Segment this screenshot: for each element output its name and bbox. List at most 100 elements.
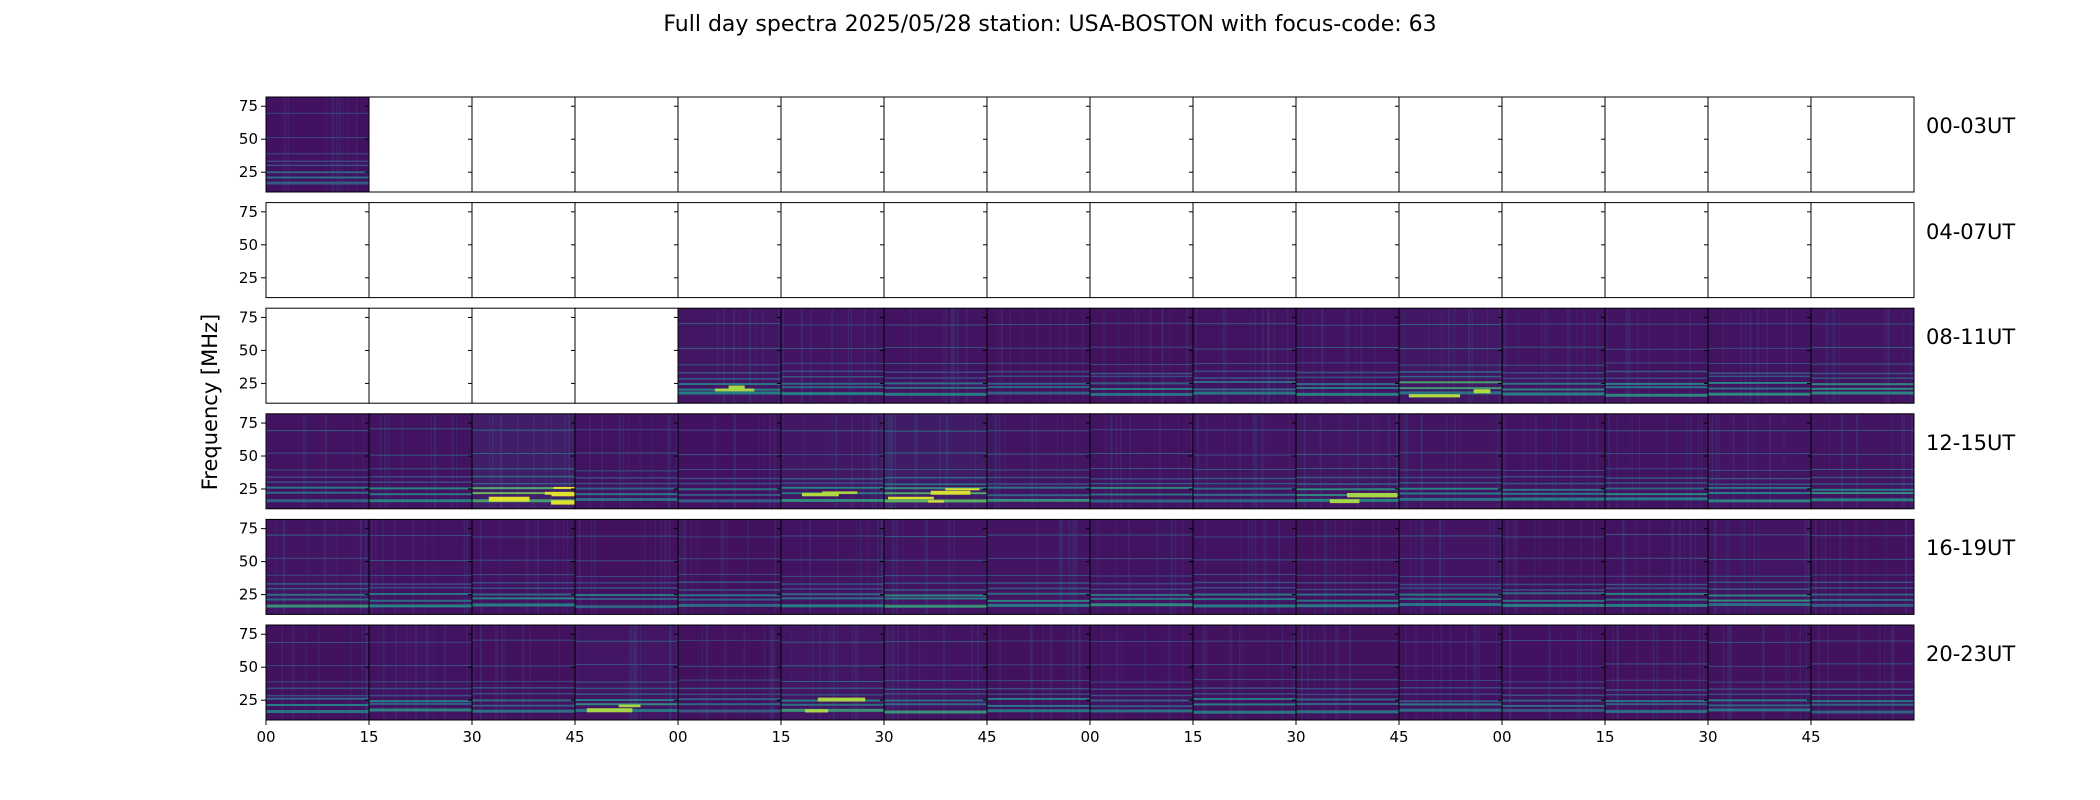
spectrum-panel [1086,413,1194,510]
interference-streak [1278,519,1281,615]
emission-band [472,692,575,695]
interference-streak [1468,308,1470,404]
interference-streak [1075,519,1077,615]
interference-streak [1254,413,1256,509]
interference-streak [1428,308,1430,404]
emission-band [1193,454,1296,456]
emission-band [1811,372,1914,375]
interference-streak [1700,413,1702,509]
emission-band [678,499,781,503]
interference-streak [1566,308,1569,404]
emission-band [678,703,781,706]
interference-streak [1909,308,1911,404]
emission-band [884,377,987,379]
interference-streak [331,97,334,192]
interference-streak [1730,625,1733,720]
interference-streak [1558,519,1560,615]
interference-streak [1422,519,1424,615]
interference-streak [1303,413,1306,509]
emission-band [1605,453,1708,455]
emission-band [575,498,678,502]
interference-streak [500,413,503,509]
interference-streak [863,308,866,404]
emission-band [678,383,781,386]
interference-streak [956,308,959,404]
interference-streak [1499,308,1501,404]
emission-band [472,429,575,431]
emission-band [369,476,472,478]
y-tick-label: 25 [239,480,258,498]
interference-streak [801,308,804,404]
interference-streak [738,308,740,404]
emission-band [1399,371,1502,373]
emission-band [1605,348,1708,350]
interference-streak [576,625,578,720]
emission-band [575,594,678,597]
interference-streak [1686,413,1688,509]
interference-streak [1115,413,1118,509]
interference-streak [1495,413,1497,509]
interference-streak [1516,519,1518,615]
x-tick-label: 30 [1286,728,1305,746]
interference-streak [1702,625,1705,720]
interference-streak [359,519,362,615]
interference-streak [342,97,344,192]
interference-streak [1205,413,1208,509]
interference-streak [676,413,678,509]
interference-streak [1097,519,1099,615]
emission-band [678,364,781,366]
emission-band [1708,575,1811,577]
emission-band [1296,362,1399,364]
emission-band [266,171,369,174]
interference-streak [1711,413,1714,509]
emission-band [1605,482,1708,484]
spectrum-panel [571,518,679,615]
interference-streak [1195,308,1198,404]
interference-streak [635,625,638,720]
interference-streak [894,413,896,509]
interference-streak [534,519,536,615]
emission-band [1193,363,1296,365]
emission-band [1193,679,1296,681]
interference-streak [526,519,529,615]
emission-band [987,453,1090,455]
emission-band [1090,705,1193,708]
interference-streak [1665,413,1668,509]
y-tick-label: 50 [239,341,258,359]
interference-streak [893,519,895,615]
panel-background [1399,519,1502,615]
panel-background [472,519,575,615]
emission-band [1708,430,1811,432]
interference-streak [953,308,955,404]
emission-band [369,708,472,712]
interference-streak [675,625,678,720]
panel-background [369,413,472,509]
emission-band [1502,482,1605,485]
emission-band [1811,363,1914,365]
spectrum-panel [1189,624,1297,721]
interference-streak [562,519,564,615]
emission-band [987,370,1090,373]
interference-streak [1883,625,1885,720]
spectrum-panel [365,202,473,299]
interference-streak [1062,413,1063,509]
interference-streak [1103,308,1105,404]
interference-streak [1321,308,1323,404]
emission-band [369,593,472,596]
interference-streak [1059,519,1061,615]
interference-streak [1156,519,1159,615]
interference-streak [1066,308,1068,404]
interference-streak [1910,413,1913,509]
interference-streak [1912,625,1914,720]
emission-band [1399,492,1502,495]
spectrum-panel [1395,202,1503,299]
emission-band [1708,387,1811,390]
emission-band [369,641,472,643]
interference-streak [1265,519,1267,615]
panel-frame [1501,96,1606,193]
emission-band [884,392,987,396]
interference-streak [266,413,268,509]
interference-streak [833,625,835,720]
emission-band [1811,603,1914,607]
interference-streak [1606,308,1608,404]
